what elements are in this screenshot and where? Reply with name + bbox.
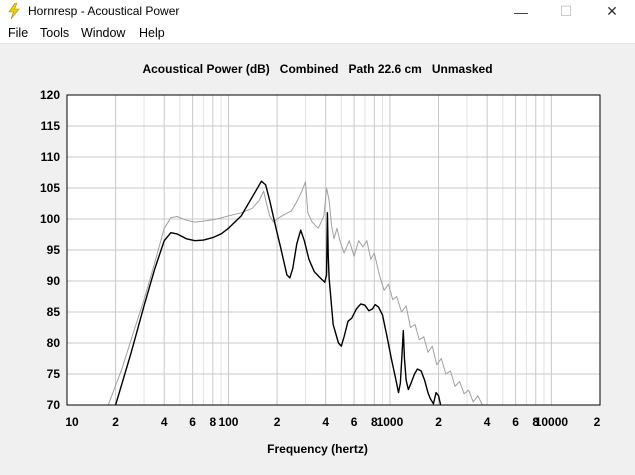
menu-help[interactable]: Help [139, 26, 165, 40]
maximize-button[interactable]: ☐ [559, 3, 573, 19]
menu-window[interactable]: Window [81, 26, 126, 40]
x-tick-label: 2 [435, 415, 442, 429]
x-tick-label: 10000 [534, 415, 569, 429]
x-tick-label: 10 [65, 415, 79, 429]
menu-tools[interactable]: Tools [40, 26, 70, 40]
x-tick-label: 6 [512, 415, 519, 429]
y-tick-label: 95 [46, 243, 60, 257]
chart-title: Acoustical Power (dB) Combined Path 22.6… [142, 62, 493, 76]
x-tick-label: 4 [322, 415, 330, 429]
series-line-secondary [107, 181, 483, 405]
x-tick-label: 8 [532, 415, 540, 429]
x-tick-label: 100 [218, 415, 239, 429]
lightning-bolt-icon [8, 3, 20, 19]
x-tick-label: 4 [160, 415, 168, 429]
x-tick-label: 2 [593, 415, 601, 429]
series-line-primary [114, 180, 442, 405]
title-bar: Hornresp - Acoustical Power — ☐ ✕ [0, 0, 635, 23]
plot-frame [66, 94, 601, 406]
y-tick-label: 105 [39, 181, 60, 195]
y-tick-label: 85 [46, 305, 60, 319]
y-tick-label: 120 [39, 88, 60, 102]
y-tick-label: 90 [46, 274, 60, 288]
y-tick-label: 70 [46, 398, 60, 412]
y-tick-label: 115 [40, 119, 60, 133]
y-tick-label: 80 [46, 336, 60, 350]
x-axis-label: Frequency (hertz) [267, 442, 368, 456]
y-tick-label: 75 [46, 367, 60, 381]
x-tick-label: 2 [273, 415, 281, 429]
x-tick-label: 8 [209, 415, 217, 429]
x-tick-label: 4 [483, 415, 491, 429]
x-tick-label: 6 [189, 415, 196, 429]
window-title: Hornresp - Acoustical Power [28, 4, 180, 18]
y-tick-label: 100 [39, 212, 60, 226]
close-button[interactable]: ✕ [606, 3, 618, 19]
menu-bar: File Tools Window Help [0, 23, 635, 43]
x-tick-label: 2 [112, 415, 119, 429]
x-tick-label: 6 [350, 415, 358, 429]
x-tick-label: 1000 [376, 415, 404, 429]
minimize-button[interactable]: — [514, 3, 528, 20]
menu-file[interactable]: File [8, 26, 29, 40]
y-tick-label: 110 [40, 150, 60, 164]
menu-divider [0, 43, 635, 44]
x-tick-label: 8 [370, 415, 378, 429]
